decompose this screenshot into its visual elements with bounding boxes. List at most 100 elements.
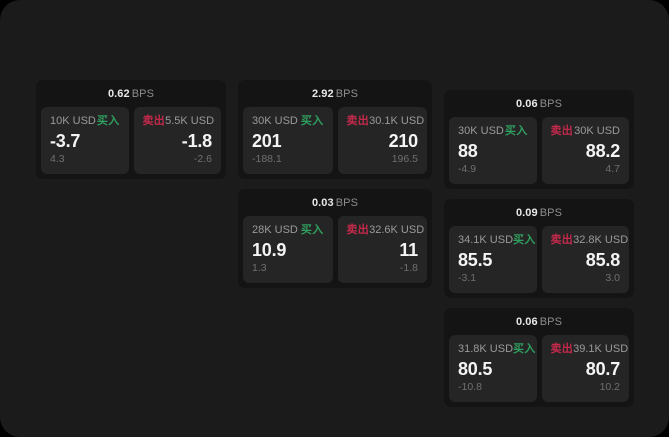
sell-delta: 3.0: [605, 272, 620, 284]
buy-side-label: 买入: [300, 224, 324, 236]
panel-top-row: 卖出 5.5K USD: [142, 115, 215, 128]
bps-unit-label: BPS: [335, 88, 359, 100]
panel-pair: 34.1K USD 买入 85.5 -3.1 卖出 32.8K USD 85.8 3.0: [449, 226, 629, 293]
buy-side-label: 买入: [504, 125, 528, 137]
column-middle: 2.92 BPS 30K USD 买入 201 -188.1 卖出 30.1K USD 210 1…: [238, 80, 432, 288]
buy-delta: -3.1: [458, 272, 477, 284]
sell-price: -1.8: [181, 131, 212, 151]
sell-price: 210: [388, 131, 419, 151]
sell-size-label: 30.1K USD: [369, 115, 425, 127]
quote-board: 0.62 BPS 10K USD 买入 -3.7 4.3 卖出 5.5K USD -1.8 -2.…: [36, 80, 636, 407]
panel-top-row: 10K USD 买入: [50, 115, 120, 128]
bps-value: 0.03: [311, 197, 334, 209]
bps-value: 2.92: [311, 88, 334, 100]
buy-side-label: 买入: [300, 115, 324, 127]
buy-delta: 1.3: [252, 262, 267, 274]
buy-side-label: 买入: [513, 234, 536, 246]
column-left: 0.62 BPS 10K USD 买入 -3.7 4.3 卖出 5.5K USD -1.8 -2.…: [36, 80, 226, 179]
quote-card[interactable]: 0.62 BPS 10K USD 买入 -3.7 4.3 卖出 5.5K USD -1.8 -2.…: [36, 80, 226, 179]
buy-delta: -4.9: [458, 163, 477, 175]
sell-size-label: 39.1K USD: [573, 343, 629, 355]
bps-unit-label: BPS: [539, 316, 563, 328]
buy-delta: -188.1: [252, 153, 282, 165]
bps-unit-label: BPS: [335, 197, 359, 209]
buy-panel[interactable]: 28K USD 买入 10.9 1.3: [243, 216, 333, 283]
panel-pair: 31.8K USD 买入 80.5 -10.8 卖出 39.1K USD 80.7 10.2: [449, 335, 629, 402]
panel-top-row: 卖出 30.1K USD: [346, 115, 425, 128]
panel-pair: 30K USD 买入 88 -4.9 卖出 30K USD 88.2 4.7: [449, 117, 629, 184]
panel-top-row: 卖出 39.1K USD: [550, 343, 629, 356]
sell-side-label: 卖出: [550, 343, 574, 355]
panel-top-row: 34.1K USD 买入: [458, 234, 535, 247]
buy-panel[interactable]: 30K USD 买入 201 -188.1: [243, 107, 333, 174]
bps-header: 0.62 BPS: [41, 86, 221, 107]
buy-price: -3.7: [50, 131, 81, 151]
sell-delta: 196.5: [391, 153, 418, 165]
sell-panel[interactable]: 卖出 39.1K USD 80.7 10.2: [541, 335, 629, 402]
sell-side-label: 卖出: [550, 234, 574, 246]
panel-pair: 10K USD 买入 -3.7 4.3 卖出 5.5K USD -1.8 -2.6: [41, 107, 221, 174]
bps-value: 0.06: [515, 98, 538, 110]
bps-value: 0.09: [515, 207, 538, 219]
sell-side-label: 卖出: [346, 224, 370, 236]
sell-delta: -2.6: [193, 153, 212, 165]
sell-panel[interactable]: 卖出 5.5K USD -1.8 -2.6: [133, 107, 221, 174]
bps-header: 0.06 BPS: [449, 96, 629, 117]
bps-header: 0.09 BPS: [449, 205, 629, 226]
sell-price: 80.7: [585, 359, 620, 379]
quote-card[interactable]: 0.09 BPS 34.1K USD 买入 85.5 -3.1 卖出 32.8K USD 85.…: [444, 199, 634, 298]
quote-card[interactable]: 0.03 BPS 28K USD 买入 10.9 1.3 卖出 32.6K USD 11 -1.8: [238, 189, 432, 288]
sell-panel[interactable]: 卖出 30.1K USD 210 196.5: [337, 107, 427, 174]
panel-top-row: 31.8K USD 买入: [458, 343, 535, 356]
bps-value: 0.62: [107, 88, 130, 100]
bps-unit-label: BPS: [539, 207, 563, 219]
bps-header: 0.03 BPS: [243, 195, 427, 216]
sell-delta: 10.2: [599, 381, 620, 393]
buy-panel[interactable]: 34.1K USD 买入 85.5 -3.1: [449, 226, 537, 293]
buy-price: 88: [458, 141, 478, 161]
bps-header: 2.92 BPS: [243, 86, 427, 107]
bps-unit-label: BPS: [539, 98, 563, 110]
sell-side-label: 卖出: [142, 115, 166, 127]
buy-delta: 4.3: [50, 153, 65, 165]
buy-panel[interactable]: 31.8K USD 买入 80.5 -10.8: [449, 335, 537, 402]
bps-value: 0.06: [515, 316, 538, 328]
sell-size-label: 30K USD: [574, 125, 620, 137]
sell-size-label: 32.8K USD: [573, 234, 629, 246]
buy-side-label: 买入: [513, 343, 536, 355]
panel-top-row: 30K USD 买入: [252, 115, 324, 128]
panel-pair: 28K USD 买入 10.9 1.3 卖出 32.6K USD 11 -1.8: [243, 216, 427, 283]
sell-delta: -1.8: [399, 262, 418, 274]
buy-price: 201: [252, 131, 282, 151]
sell-panel[interactable]: 卖出 32.8K USD 85.8 3.0: [541, 226, 629, 293]
quote-card[interactable]: 0.06 BPS 31.8K USD 买入 80.5 -10.8 卖出 39.1K USD 80…: [444, 308, 634, 407]
buy-panel[interactable]: 30K USD 买入 88 -4.9: [449, 117, 537, 184]
buy-size-label: 30K USD: [458, 125, 504, 137]
panel-top-row: 卖出 32.6K USD: [346, 224, 425, 237]
sell-delta: 4.7: [605, 163, 620, 175]
bps-header: 0.06 BPS: [449, 314, 629, 335]
bps-unit-label: BPS: [131, 88, 155, 100]
buy-size-label: 34.1K USD: [458, 234, 514, 246]
sell-size-label: 5.5K USD: [165, 115, 215, 127]
buy-price: 10.9: [252, 240, 287, 260]
sell-side-label: 卖出: [346, 115, 370, 127]
buy-size-label: 10K USD: [50, 115, 96, 127]
sell-panel[interactable]: 卖出 30K USD 88.2 4.7: [541, 117, 629, 184]
sell-side-label: 卖出: [550, 125, 574, 137]
buy-side-label: 买入: [96, 115, 120, 127]
buy-price: 80.5: [458, 359, 493, 379]
quote-card[interactable]: 0.06 BPS 30K USD 买入 88 -4.9 卖出 30K USD 88.2 4.7: [444, 90, 634, 189]
buy-panel[interactable]: 10K USD 买入 -3.7 4.3: [41, 107, 129, 174]
panel-top-row: 30K USD 买入: [458, 125, 528, 138]
sell-panel[interactable]: 卖出 32.6K USD 11 -1.8: [337, 216, 427, 283]
sell-size-label: 32.6K USD: [369, 224, 425, 236]
sell-price: 85.8: [585, 250, 620, 270]
buy-delta: -10.8: [458, 381, 482, 393]
quote-card[interactable]: 2.92 BPS 30K USD 买入 201 -188.1 卖出 30.1K USD 210 1…: [238, 80, 432, 179]
buy-size-label: 28K USD: [252, 224, 298, 236]
panel-top-row: 28K USD 买入: [252, 224, 324, 237]
panel-top-row: 卖出 32.8K USD: [550, 234, 629, 247]
panel-top-row: 卖出 30K USD: [551, 125, 621, 138]
